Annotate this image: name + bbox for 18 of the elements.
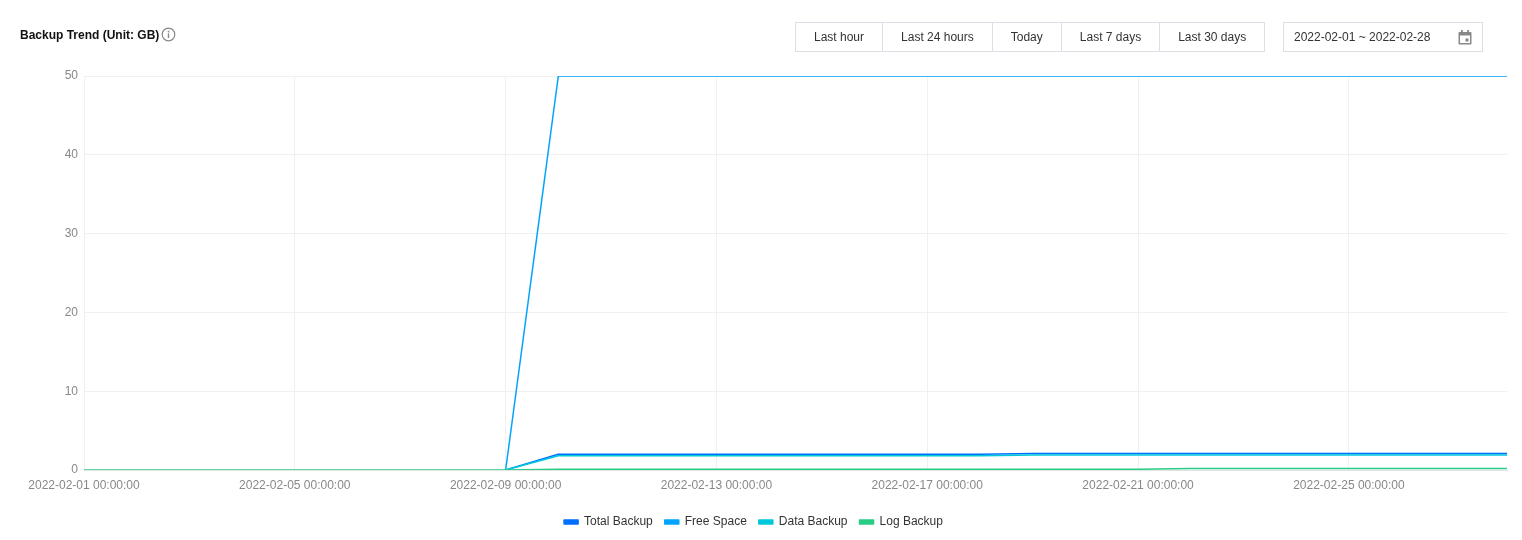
- y-tick-label: 40: [64, 147, 79, 162]
- y-tick-label: 0: [71, 462, 79, 477]
- x-tick-label: 2022-02-05 00:00:00: [239, 477, 351, 492]
- y-tick-label: 30: [64, 225, 79, 240]
- legend-label: Free Space: [684, 514, 748, 529]
- chart-title: Backup Trend (Unit: GB): [20, 27, 160, 42]
- legend-label: Data Backup: [778, 514, 848, 529]
- legend-label: Log Backup: [879, 514, 944, 529]
- y-tick-label: 20: [64, 304, 79, 319]
- x-tick-label: 2022-02-09 00:00:00: [449, 477, 562, 492]
- x-tick-label: 2022-02-01 00:00:00: [28, 477, 141, 492]
- x-tick-label: 2022-02-17 00:00:00: [871, 477, 984, 492]
- x-tick-label: 2022-02-13 00:00:00: [660, 477, 773, 492]
- y-tick-label: 50: [64, 68, 79, 83]
- x-tick-label: 2022-02-25 00:00:00: [1293, 477, 1405, 492]
- y-tick-label: 10: [64, 383, 79, 398]
- legend-label: Total Backup: [584, 514, 654, 529]
- x-tick-label: 2022-02-21 00:00:00: [1082, 477, 1195, 492]
